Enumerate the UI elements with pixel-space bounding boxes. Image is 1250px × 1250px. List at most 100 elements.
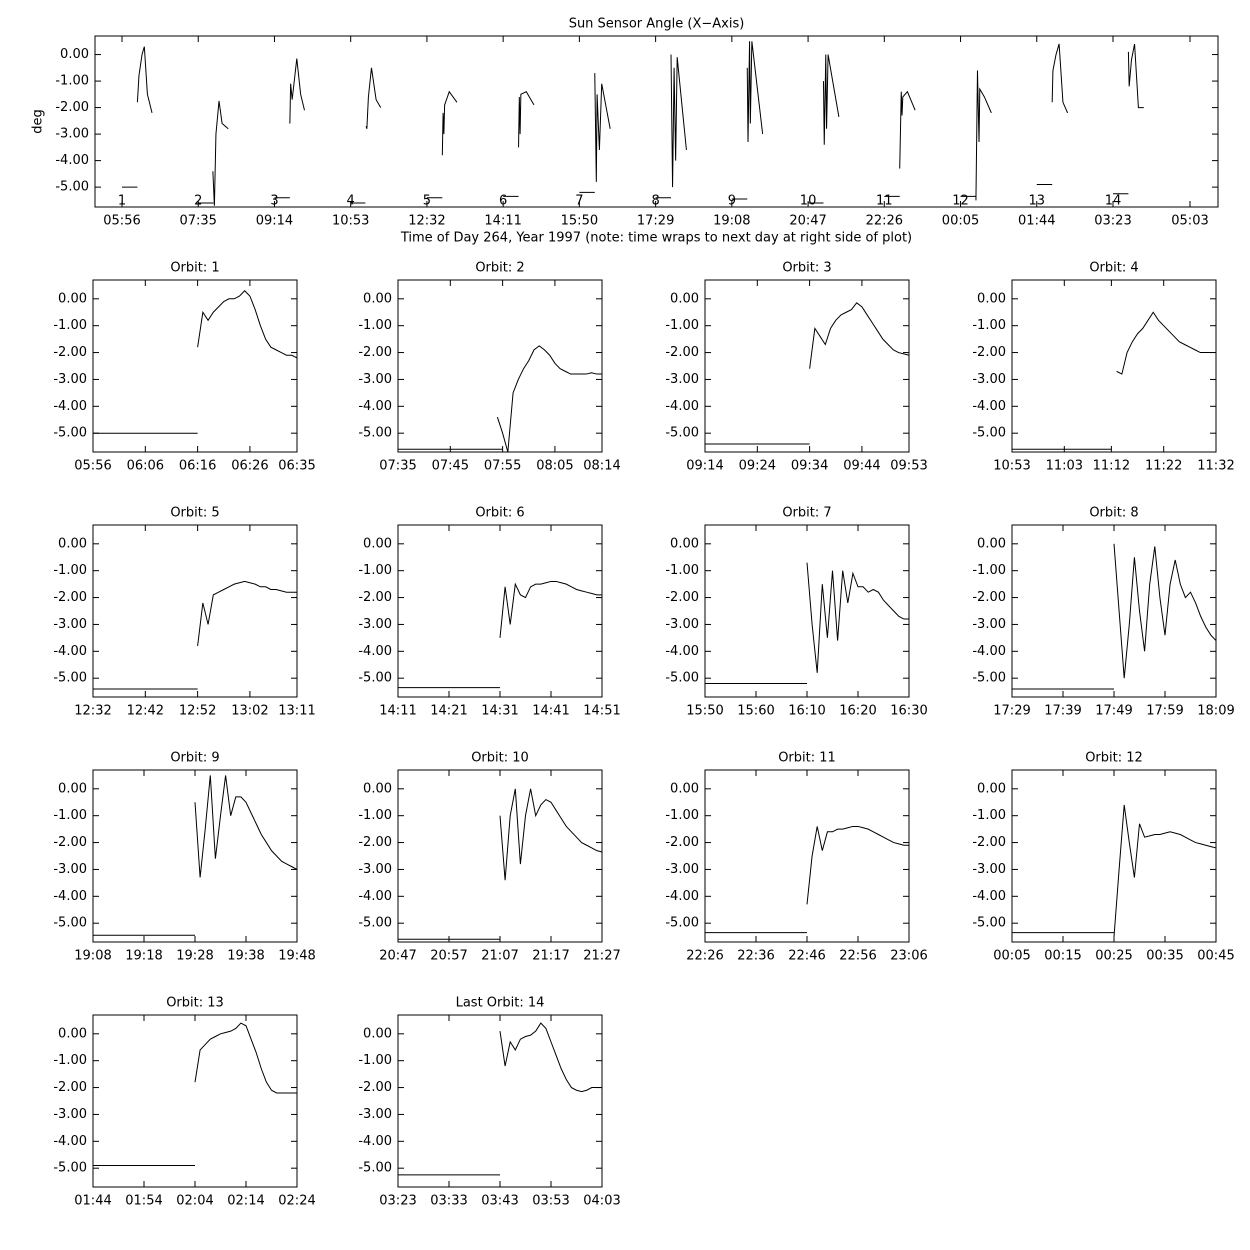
x-tick-label: 15:60 [737,704,774,719]
y-tick-label: -4.00 [358,1134,392,1149]
chart-title: Orbit: 2 [475,261,524,276]
orbit-label: 2 [194,194,202,209]
y-tick-label: -1.00 [358,808,392,823]
y-tick-label: -5.00 [358,1161,392,1176]
x-tick-label: 09:14 [256,214,293,229]
y-tick-label: -5.00 [53,916,87,931]
x-tick-label: 03:23 [379,1194,416,1209]
y-tick-label: -3.00 [358,862,392,877]
y-tick-label: -4.00 [665,644,699,659]
x-tick-label: 07:35 [179,214,216,229]
x-tick-label: 23:06 [890,949,927,964]
x-tick-label: 06:35 [278,459,315,474]
x-tick-label: 21:17 [532,949,569,964]
data-line [806,825,909,905]
y-tick-label: -3.00 [665,862,699,877]
x-tick-label: 07:35 [379,459,416,474]
chart-title: Orbit: 7 [782,506,831,521]
x-tick-label: 06:16 [179,459,216,474]
y-tick-label: 0.00 [58,291,87,306]
x-tick-label: 10:53 [332,214,369,229]
x-tick-label: 05:03 [1171,214,1208,229]
data-line [1116,311,1216,375]
x-tick-label: 08:14 [583,459,620,474]
chart-title: Orbit: 12 [1085,751,1143,766]
orbit-label: 14 [1105,194,1122,209]
y-tick-label: -4.00 [972,399,1006,414]
y-tick-label: 0.00 [363,536,392,551]
y-tick-label: -5.00 [53,1161,87,1176]
y-tick-label: -2.00 [972,345,1006,360]
x-tick-label: 08:05 [536,459,573,474]
x-tick-label: 00:45 [1197,949,1234,964]
chart-title: Orbit: 13 [166,996,224,1011]
y-tick-label: -4.00 [358,644,392,659]
y-tick-label: -4.00 [55,153,89,168]
y-tick-label: 0.00 [60,47,89,62]
plot-frame [397,769,603,943]
y-tick-label: 0.00 [58,781,87,796]
x-tick-label: 14:11 [379,704,416,719]
x-tick-label: 22:56 [839,949,876,964]
y-tick-label: -1.00 [55,74,89,89]
y-tick-label: -5.00 [972,671,1006,686]
y-tick-label: -1.00 [358,563,392,578]
y-tick-label: -2.00 [665,590,699,605]
x-tick-label: 12:42 [127,704,164,719]
x-tick-label: 20:57 [430,949,467,964]
plot-frame [704,769,910,943]
y-tick-label: 0.00 [670,781,699,796]
chart-title: Orbit: 9 [170,751,219,766]
y-tick-label: -3.00 [358,372,392,387]
x-tick-label: 22:46 [788,949,825,964]
data-line [197,290,298,359]
plot-frame [92,1014,298,1188]
y-tick-label: -1.00 [972,808,1006,823]
y-tick-label: 0.00 [977,781,1006,796]
y-tick-label: -5.00 [53,671,87,686]
x-tick-label: 22:36 [737,949,774,964]
y-tick-label: -3.00 [53,1107,87,1122]
y-tick-label: -1.00 [53,318,87,333]
plot-frame [94,35,1219,208]
x-tick-label: 09:53 [890,459,927,474]
y-tick-label: -5.00 [55,180,89,195]
x-tick-label: 19:38 [227,949,264,964]
y-tick-label: -5.00 [358,671,392,686]
x-tick-label: 19:08 [713,214,750,229]
data-line [809,302,910,369]
x-tick-label: 22:26 [686,949,723,964]
x-tick-label: 19:08 [74,949,111,964]
y-tick-label: -4.00 [53,644,87,659]
y-tick-label: 0.00 [977,536,1006,551]
y-tick-label: -3.00 [53,617,87,632]
y-tick-label: 0.00 [58,1026,87,1041]
y-tick-label: -5.00 [972,426,1006,441]
orbit-label: 10 [800,194,817,209]
data-line [136,41,1144,206]
x-tick-label: 16:30 [890,704,927,719]
y-tick-label: -2.00 [972,590,1006,605]
x-tick-label: 09:34 [791,459,828,474]
x-tick-label: 02:04 [176,1194,213,1209]
x-tick-label: 01:44 [1018,214,1055,229]
y-tick-label: -3.00 [665,617,699,632]
y-tick-label: -2.00 [972,835,1006,850]
x-tick-label: 07:45 [432,459,469,474]
x-tick-label: 17:29 [637,214,674,229]
y-tick-label: -4.00 [53,889,87,904]
data-line [1113,804,1217,937]
plot-frame [397,1014,603,1188]
data-line [194,775,298,878]
y-tick-label: -2.00 [358,345,392,360]
x-tick-label: 09:24 [739,459,776,474]
data-line [194,1022,297,1094]
x-tick-label: 02:24 [278,1194,315,1209]
chart-title: Orbit: 5 [170,506,219,521]
data-line [499,788,603,881]
x-tick-label: 13:11 [278,704,315,719]
x-tick-label: 00:05 [942,214,979,229]
x-tick-label: 14:51 [583,704,620,719]
orbit-label: 8 [651,194,659,209]
